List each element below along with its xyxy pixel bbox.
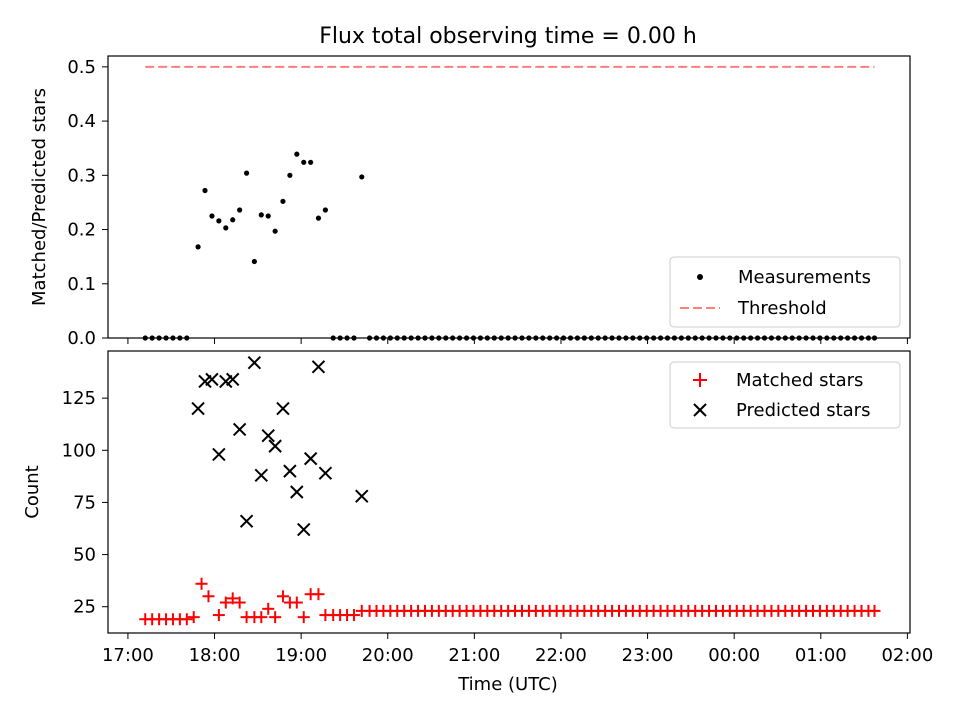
matched-star-point	[276, 590, 289, 603]
matched-star-point	[212, 609, 225, 622]
predicted-star-point	[254, 468, 269, 483]
top-plot-frame	[107, 55, 911, 339]
predicted-star-point	[232, 422, 247, 437]
matched-star-point	[180, 613, 193, 626]
matched-star-point	[347, 609, 360, 622]
x-tick-label: 00:00	[708, 645, 760, 666]
measurement-point	[294, 151, 300, 157]
x-tick-label: 20:00	[362, 645, 414, 666]
predicted-star-point	[239, 514, 254, 528]
matched-star-point	[868, 604, 881, 617]
top-plot-panel: 0.0 0.1 0.2 0.3 0.4 0.5 Matched/Predicted sta…	[29, 55, 911, 349]
predicted-star-point	[297, 522, 311, 537]
measurement-point	[237, 207, 243, 213]
top-y-tick-label: 0.1	[67, 274, 96, 295]
measurement-point	[301, 159, 307, 165]
predicted-star-point	[268, 439, 282, 453]
top-y-tick-label: 0.2	[67, 220, 96, 241]
top-y-axis-label: Matched/Predicted stars	[29, 88, 50, 306]
x-tick-label: 19:00	[275, 645, 327, 666]
top-y-tick-label: 0.5	[67, 57, 96, 78]
measurement-point	[265, 213, 271, 219]
matched-star-point	[297, 611, 310, 624]
measurement-point	[251, 258, 257, 265]
predicted-star-point	[212, 447, 226, 462]
predicted-star-point	[226, 372, 240, 387]
measurement-point	[243, 170, 250, 176]
measurement-point	[280, 198, 286, 204]
predicted-stars-legend-label: Predicted stars	[736, 400, 870, 421]
predicted-star-point	[191, 401, 205, 416]
x-tick-label: 02:00	[881, 645, 933, 666]
matched-star-point	[219, 596, 232, 609]
x-tick-label: 18:00	[189, 645, 241, 666]
measurement-point	[322, 207, 328, 213]
predicted-star-point	[276, 401, 290, 416]
predicted-star-point	[311, 360, 326, 374]
matched-star-point	[195, 577, 208, 590]
bottom-legend: Matched stars Predicted stars	[669, 361, 901, 429]
predicted-star-point	[283, 464, 297, 478]
matched-star-point	[255, 611, 268, 624]
x-tick-label: 22:00	[535, 645, 587, 666]
measurement-point	[308, 159, 314, 165]
measurement-point	[359, 174, 365, 180]
top-legend: Measurements Threshold	[669, 256, 901, 328]
x-tick-label: 17:00	[102, 645, 154, 666]
matched-stars-legend-label: Matched stars	[736, 370, 863, 391]
x-tick-label: 01:00	[795, 645, 847, 666]
predicted-star-point	[205, 372, 219, 387]
x-axis-label: Time (UTC)	[457, 674, 558, 695]
predicted-star-point	[290, 485, 304, 499]
matched-star-point	[202, 590, 215, 603]
matched-star-point	[262, 602, 275, 615]
matched-star-point	[233, 596, 246, 609]
measurement-point	[223, 225, 229, 231]
matched-star-point	[187, 611, 200, 624]
predicted-star-point	[261, 428, 275, 443]
bottom-plot-frame	[107, 350, 911, 634]
bottom-y-axis-label: Count	[22, 465, 43, 518]
chart-title: Flux total observing time = 0.00 h	[319, 24, 697, 49]
measurement-point	[287, 172, 293, 178]
predicted-stars-legend-marker	[693, 403, 707, 417]
predicted-star-point	[247, 355, 262, 370]
predicted-star-point	[303, 451, 318, 466]
bottom-y-tick-label: 125	[62, 388, 96, 409]
measurements-legend-label: Measurements	[738, 267, 871, 288]
top-legend-box	[669, 256, 901, 328]
measurement-point	[272, 228, 278, 234]
predicted-star-point	[318, 466, 333, 480]
x-tick-label: 21:00	[448, 645, 500, 666]
matched-star-point	[269, 611, 282, 624]
measurement-point	[216, 218, 222, 224]
predicted-star-point	[355, 489, 369, 503]
matched-star-point	[312, 588, 325, 601]
bottom-plot-panel: 25 50 75 100 125 17:00 18:00 19:00 20:00 21:00 22…	[22, 350, 933, 695]
measurement-point	[202, 187, 208, 194]
measurement-point	[195, 244, 201, 250]
top-y-tick-label: 0.0	[67, 328, 96, 349]
bottom-y-tick-label: 75	[73, 492, 96, 513]
matched-star-point	[290, 596, 303, 609]
top-y-tick-label: 0.3	[67, 165, 96, 186]
bottom-y-tick-label: 50	[73, 545, 96, 566]
bottom-y-tick-label: 100	[62, 440, 96, 461]
measurement-point	[209, 213, 215, 219]
matched-star-point	[226, 592, 239, 605]
bottom-legend-box	[669, 361, 901, 429]
matched-stars-legend-marker	[693, 373, 707, 387]
threshold-legend-label: Threshold	[737, 298, 827, 319]
x-tick-label: 23:00	[622, 645, 674, 666]
measurement-point	[230, 217, 236, 223]
measurement-point	[258, 212, 264, 218]
measurements-legend-marker	[697, 274, 703, 280]
measurement-point	[315, 215, 322, 221]
bottom-y-tick-label: 25	[73, 597, 96, 618]
top-y-tick-label: 0.4	[67, 111, 96, 132]
